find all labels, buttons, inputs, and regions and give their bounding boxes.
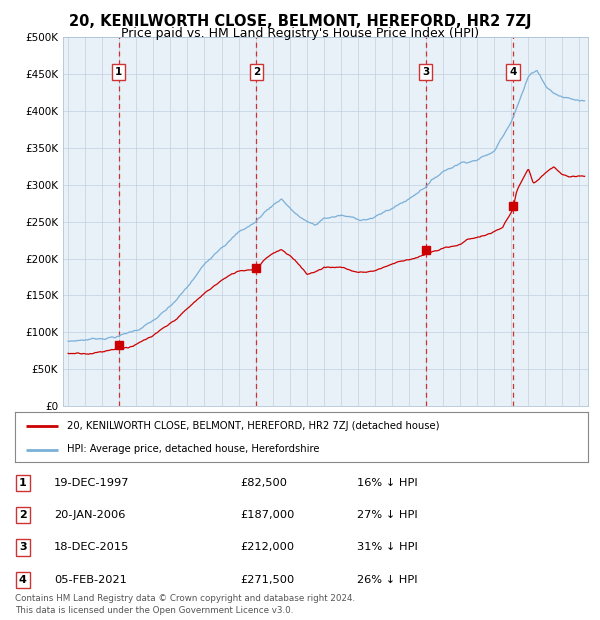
Text: 19-DEC-1997: 19-DEC-1997 xyxy=(54,478,130,488)
Text: 1: 1 xyxy=(115,67,122,78)
Text: £212,000: £212,000 xyxy=(240,542,294,552)
Text: 2: 2 xyxy=(253,67,260,78)
Text: 4: 4 xyxy=(509,67,517,78)
Text: 2: 2 xyxy=(19,510,26,520)
Text: 20, KENILWORTH CLOSE, BELMONT, HEREFORD, HR2 7ZJ (detached house): 20, KENILWORTH CLOSE, BELMONT, HEREFORD,… xyxy=(67,421,439,431)
Text: 20-JAN-2006: 20-JAN-2006 xyxy=(54,510,125,520)
Text: £82,500: £82,500 xyxy=(240,478,287,488)
Text: 18-DEC-2015: 18-DEC-2015 xyxy=(54,542,130,552)
Text: 26% ↓ HPI: 26% ↓ HPI xyxy=(357,575,418,585)
Text: £271,500: £271,500 xyxy=(240,575,294,585)
Text: 3: 3 xyxy=(422,67,429,78)
Text: 27% ↓ HPI: 27% ↓ HPI xyxy=(357,510,418,520)
Text: 20, KENILWORTH CLOSE, BELMONT, HEREFORD, HR2 7ZJ: 20, KENILWORTH CLOSE, BELMONT, HEREFORD,… xyxy=(69,14,531,29)
Text: 05-FEB-2021: 05-FEB-2021 xyxy=(54,575,127,585)
Text: Contains HM Land Registry data © Crown copyright and database right 2024.
This d: Contains HM Land Registry data © Crown c… xyxy=(15,594,355,615)
Text: Price paid vs. HM Land Registry's House Price Index (HPI): Price paid vs. HM Land Registry's House … xyxy=(121,27,479,40)
Text: 16% ↓ HPI: 16% ↓ HPI xyxy=(357,478,418,488)
Text: 31% ↓ HPI: 31% ↓ HPI xyxy=(357,542,418,552)
Text: 3: 3 xyxy=(19,542,26,552)
Text: HPI: Average price, detached house, Herefordshire: HPI: Average price, detached house, Here… xyxy=(67,445,319,454)
Text: 4: 4 xyxy=(19,575,27,585)
Text: £187,000: £187,000 xyxy=(240,510,295,520)
Text: 1: 1 xyxy=(19,478,26,488)
